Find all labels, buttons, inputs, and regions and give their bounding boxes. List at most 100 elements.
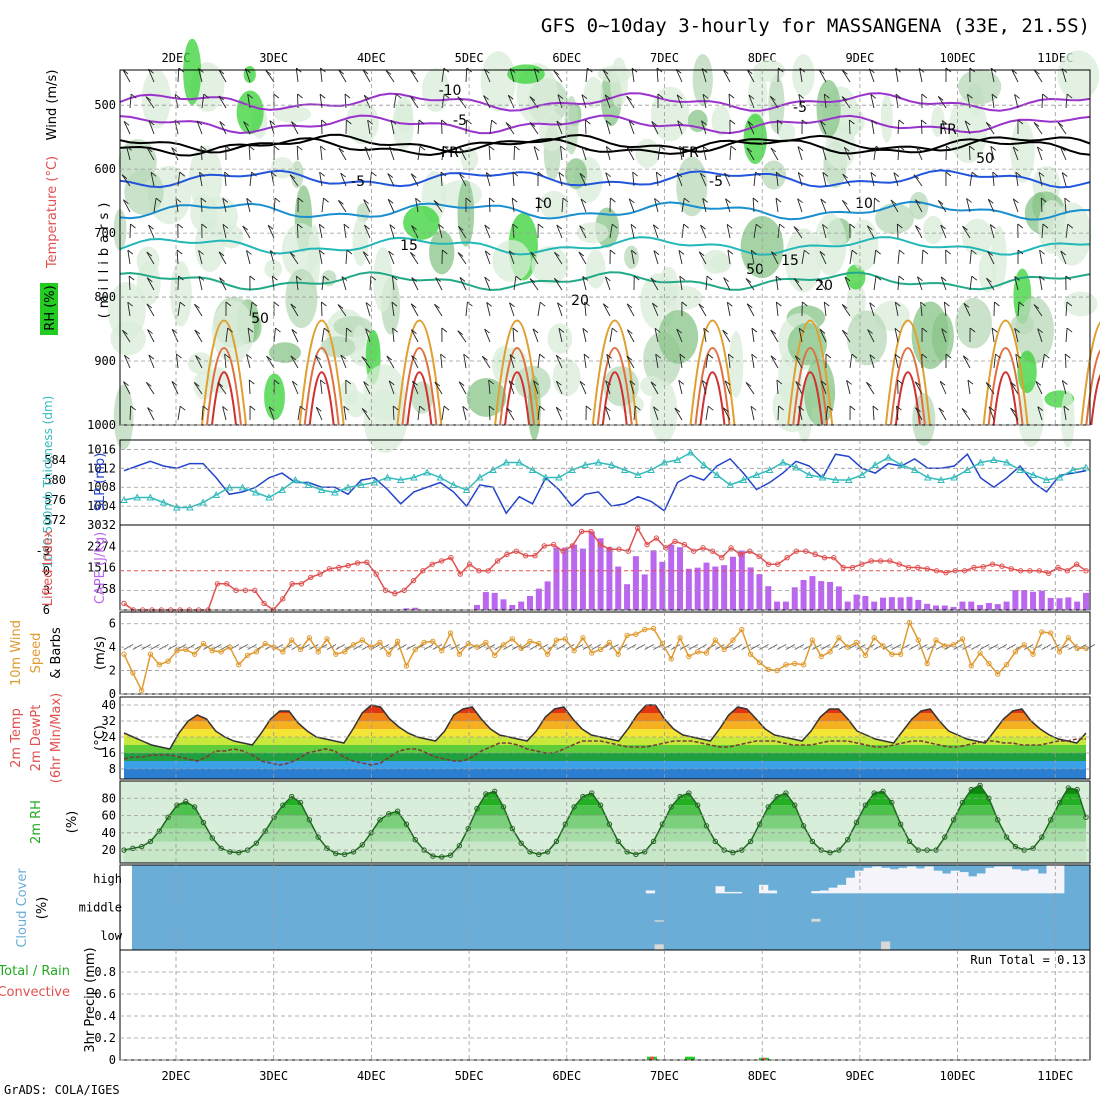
wind-barb [605, 146, 611, 161]
wind-barb [676, 328, 683, 343]
wind-barb [841, 70, 851, 83]
wind-barb [553, 252, 563, 265]
wind-barb [365, 328, 371, 343]
cape-bar [924, 603, 931, 610]
wind-barb-flag [344, 93, 351, 99]
top-date-label: 5DEC [455, 51, 484, 65]
wind-speed-line-point [712, 637, 719, 643]
wind-barb [392, 405, 395, 421]
wind-barb [556, 120, 563, 135]
wind-barb [967, 94, 971, 109]
rh-line-point [897, 821, 904, 827]
rh-line-point [571, 804, 577, 810]
wind-barb-flag [801, 301, 808, 307]
wind-barb-flag [609, 249, 616, 255]
wind-barb [247, 328, 251, 343]
wind-barb [920, 119, 923, 135]
temperature-contour [787, 319, 834, 426]
wind-barb-flag [824, 93, 830, 99]
wind-barb [940, 224, 947, 239]
rh-line-point [341, 851, 348, 858]
wind-barb-flag [243, 121, 249, 126]
wind-barb [320, 380, 323, 395]
wind-barb-flag [969, 145, 975, 151]
rh-line-point [615, 838, 621, 845]
wind-barb-flag [177, 223, 184, 229]
thickness-line-point [673, 455, 682, 463]
wind-speed-line-point [403, 663, 410, 669]
wind-barb-flag [583, 353, 590, 359]
wind-barb [1065, 224, 1069, 239]
wind-barb [273, 198, 276, 213]
rh-line-point [950, 817, 957, 823]
cloud-cell-high [872, 866, 882, 894]
wind-barb-flag [895, 301, 901, 307]
rh-line-point [518, 840, 524, 846]
wind-speed-line-point [571, 647, 577, 654]
rh-shading [692, 53, 713, 106]
wind-barb-flag [655, 353, 661, 359]
rh-line-point [606, 821, 613, 827]
wind-barb [920, 302, 923, 317]
wind-barb-flag [410, 303, 417, 309]
wind-barb-flag [684, 197, 690, 203]
wind-barb [363, 95, 371, 109]
rh-line-point [200, 819, 207, 826]
wind-barb-flag [319, 249, 325, 255]
wind-barb [412, 380, 419, 395]
wind-barb [386, 355, 395, 369]
rh-line-point [465, 825, 471, 832]
wind-barb-flag [363, 381, 369, 386]
wind-barb-flag [1060, 146, 1066, 152]
wind-barb-flag [485, 172, 492, 177]
thickness-line-point [555, 473, 563, 481]
lifted-index-line-point [980, 564, 986, 570]
rh-line-point [756, 821, 763, 827]
wind-barb-flag [512, 223, 519, 229]
wind-barb-flag [631, 249, 637, 255]
wind-barb-flag [338, 147, 345, 153]
wind-barb-flag [606, 354, 613, 359]
wind-barb [367, 120, 371, 135]
wind-barb [345, 250, 348, 265]
wind-barb [819, 329, 827, 343]
temperature-contour [504, 371, 531, 426]
wind-barb [409, 252, 419, 265]
cape-bar [791, 587, 798, 610]
wind-barb [579, 173, 587, 187]
wind-barb-flag [179, 171, 185, 177]
wind-barb-flag [1013, 198, 1019, 204]
wind-barb-flag [266, 355, 272, 361]
wind-barb-flag [273, 379, 280, 385]
thickness-line-point [265, 493, 273, 501]
wind-barb [964, 120, 971, 135]
rh-shading [460, 147, 479, 171]
wind-barb [289, 252, 299, 265]
cape-bar [906, 596, 913, 610]
wind-speed-line-point [1056, 649, 1063, 655]
wind-barb-flag [727, 301, 733, 307]
wind-barb-flag [626, 355, 633, 361]
wind-barb [411, 355, 419, 369]
wind-barb [609, 328, 613, 343]
thickness-line-point [871, 460, 879, 468]
wind-barb [146, 277, 155, 291]
thickness-line-point [278, 485, 286, 493]
cape-bar [897, 597, 904, 610]
thickness-line-point [1042, 475, 1051, 483]
slp-tick: 3032 [87, 518, 116, 532]
wind-barb [722, 69, 731, 83]
wind-barb-flag [946, 145, 952, 151]
sounding-ylabel: (millibars) [97, 198, 112, 319]
wind-barb-flag [459, 147, 465, 152]
wind-barb-flag [457, 96, 464, 102]
wind-barb-flag [1037, 406, 1044, 411]
wind-barb-flag [390, 119, 397, 125]
lifted-index-line-point [1055, 564, 1061, 571]
cape-bar [853, 594, 860, 610]
wind-barb [871, 120, 875, 135]
wind-barb [653, 250, 659, 265]
cloud-cell-high [732, 891, 743, 894]
thickness-line-point [449, 480, 458, 488]
wind-barb-flag [961, 408, 968, 413]
